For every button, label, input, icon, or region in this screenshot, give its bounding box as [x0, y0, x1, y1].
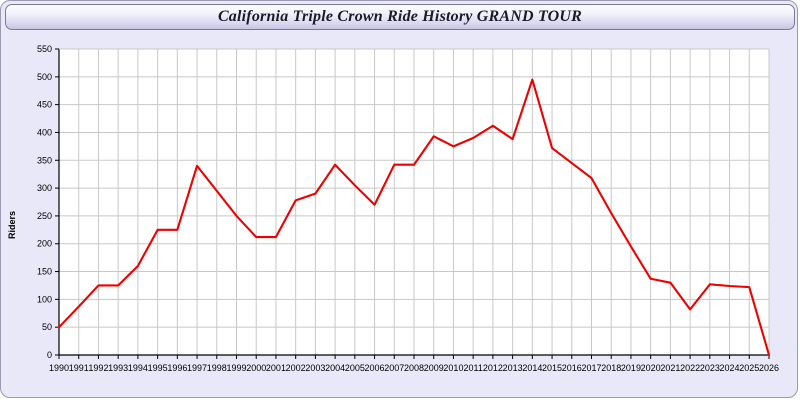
x-tick-label: 1992: [88, 363, 108, 373]
x-tick-label: 2009: [424, 363, 444, 373]
x-tick-label: 2021: [660, 363, 680, 373]
y-tick-label: 400: [37, 127, 52, 137]
x-tick-label: 2005: [345, 363, 365, 373]
x-tick-label: 1991: [69, 363, 89, 373]
x-tick-label: 2007: [384, 363, 404, 373]
y-axis-label: Riders: [7, 211, 17, 239]
y-tick-label: 50: [42, 322, 52, 332]
x-tick-label: 2026: [759, 363, 779, 373]
x-tick-label: 2004: [325, 363, 345, 373]
y-tick-label: 450: [37, 100, 52, 110]
x-tick-label: 1990: [49, 363, 69, 373]
y-tick-label: 150: [37, 267, 52, 277]
x-tick-label: 2002: [286, 363, 306, 373]
x-tick-label: 2006: [365, 363, 385, 373]
series-line-riders: [57, 78, 771, 357]
x-tick-label: 2000: [246, 363, 266, 373]
x-tick-label: 2016: [562, 363, 582, 373]
x-tick-label: 2001: [266, 363, 286, 373]
x-tick-label: 2013: [503, 363, 523, 373]
x-tick-label: 1999: [226, 363, 246, 373]
x-tick-label: 2012: [483, 363, 503, 373]
x-tick-label: 2010: [443, 363, 463, 373]
y-tick-label: 500: [37, 72, 52, 82]
y-tick-label: 200: [37, 239, 52, 249]
x-tick-label: 2024: [720, 363, 740, 373]
x-tick-label: 1994: [128, 363, 148, 373]
x-tick-label: 2025: [739, 363, 759, 373]
x-tick-label: 2022: [680, 363, 700, 373]
x-tick-label: 1998: [207, 363, 227, 373]
y-tick-label: 550: [37, 44, 52, 54]
axis-lines: [58, 48, 770, 356]
x-axis-ticks: 1990 1991 1992 1993 1994 1995 1996 1997 1998 1999…: [49, 355, 779, 373]
y-axis-ticks: 0 50 100 150 200 250 300 350 400 450 500 550: [37, 44, 59, 360]
x-tick-label: 2003: [305, 363, 325, 373]
y-tick-label: 300: [37, 183, 52, 193]
x-tick-label: 2023: [700, 363, 720, 373]
y-tick-label: 250: [37, 211, 52, 221]
x-tick-label: 2008: [404, 363, 424, 373]
x-tick-label: 2015: [542, 363, 562, 373]
x-tick-label: 2011: [463, 363, 482, 373]
x-tick-label: 2018: [601, 363, 621, 373]
x-tick-label: 2020: [641, 363, 661, 373]
y-tick-label: 0: [47, 350, 52, 360]
plot-area: 0 50 100 150 200 250 300 350 400 450 500 550 1990 19…: [1, 35, 797, 397]
title-bar: California Triple Crown Ride History GRA…: [5, 4, 795, 30]
x-tick-label: 2019: [621, 363, 641, 373]
x-tick-label: 1995: [148, 363, 168, 373]
y-tick-label: 350: [37, 155, 52, 165]
x-tick-label: 1993: [108, 363, 128, 373]
page-title: California Triple Crown Ride History GRA…: [217, 8, 583, 25]
x-tick-label: 2017: [581, 363, 601, 373]
x-tick-label: 2014: [522, 363, 542, 373]
x-tick-label: 1997: [187, 363, 207, 373]
x-tick-label: 1996: [167, 363, 187, 373]
y-tick-label: 100: [37, 294, 52, 304]
